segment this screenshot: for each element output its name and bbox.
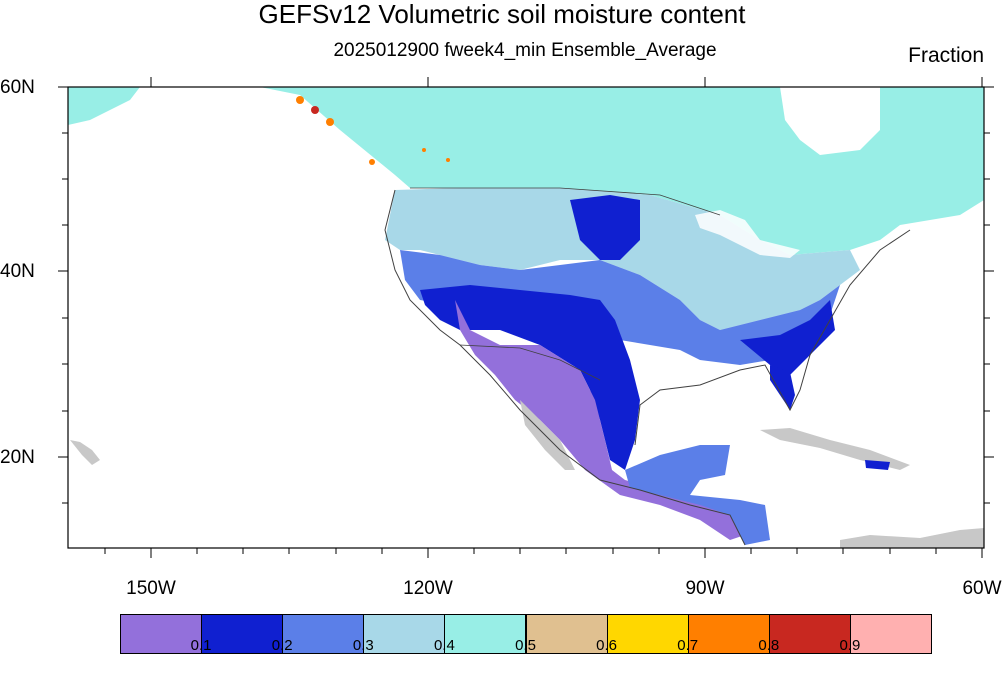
colorbar-swatch [201,614,284,654]
colorbar-label: 0.1 [190,637,212,654]
region-mexico [455,300,745,540]
hotspot-3 [326,118,334,126]
hotspot-5 [422,148,426,152]
colorbar-label: 0.6 [596,637,618,654]
region-caribbean [760,428,910,470]
colorbar-label: 0.4 [433,637,455,654]
lon-label-150w: 150W [126,578,176,599]
lat-label-60n: 60N [0,77,35,98]
lat-ticks [58,86,994,504]
region-hawaii [70,440,100,465]
lat-label-20n: 20N [0,447,35,468]
region-mexico-fringe [520,400,575,470]
colorbar-label: 0.2 [271,637,293,654]
region-alaska [68,87,140,125]
map-subtitle: 2025012900 fweek4_min Ensemble_Average [333,40,717,61]
colorbar-swatch [849,614,932,654]
lon-label-90w: 90W [685,578,725,599]
colorbar-swatch [282,614,365,654]
map-title: GEFSv12 Volumetric soil moisture content [258,0,746,29]
region-plains-dark [570,195,640,260]
west-coast [384,189,746,546]
lat-label-40n: 40N [0,261,35,282]
colorbar-label: 0.7 [677,637,699,654]
region-us-central [400,250,840,365]
colorbar-label: 0.3 [352,637,374,654]
colorbar-swatch [120,614,203,654]
hudson-bay [780,87,880,155]
colorbar-label: 0.9 [839,637,861,654]
colorbar-swatch [363,614,446,654]
gulf-coast [634,229,911,446]
region-cuba-blue [865,460,890,470]
lon-ticks [104,77,983,558]
region-florida [770,365,795,410]
colorbar-label: 0.5 [515,637,536,654]
lon-label-60w: 60W [962,578,1002,599]
colorbar-swatch [687,614,770,654]
colorbar-swatch [525,614,608,654]
hotspot-1 [296,96,304,104]
colorbar-swatch [768,614,851,654]
colorbar-label: 0.8 [758,637,780,654]
hotspot-4 [369,159,375,165]
region-us-north [385,188,860,330]
region-us-core [420,285,640,470]
hotspot-2 [311,106,319,114]
region-canada [68,87,984,255]
us-border [410,187,721,381]
hotspot-6 [446,158,450,162]
great-lakes [695,210,800,258]
lon-label-120w: 120W [403,578,453,599]
region-central-america [625,445,770,545]
region-south-america [840,528,984,548]
units-label: Fraction [908,44,984,67]
soil-moisture-map [58,77,994,558]
region-southeast-dark [740,300,835,375]
